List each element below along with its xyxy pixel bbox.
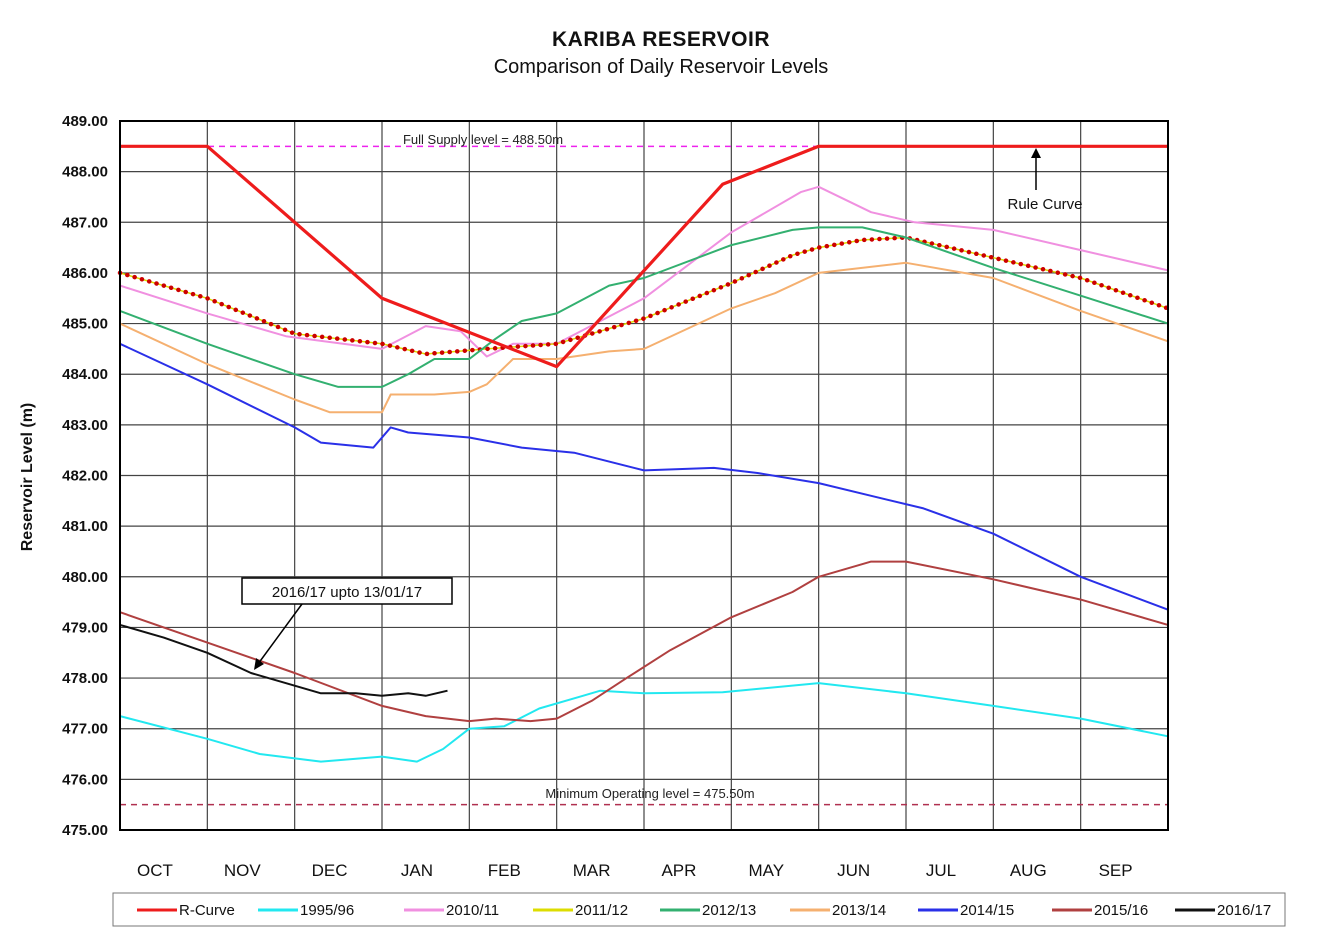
series-2010-11-line [119, 185, 1169, 358]
chart-subtitle: Comparison of Daily Reservoir Levels [493, 56, 829, 78]
y-tick-label: 477.00 [62, 721, 108, 738]
y-tick-labels: 475.00 476.00 477.00 478.00 479.00 480.00 481.… [62, 113, 108, 839]
y-tick-label: 487.00 [62, 214, 108, 231]
y-tick-label: 476.00 [62, 771, 108, 788]
x-tick-label: SEP [1099, 861, 1133, 880]
y-tick-label: 475.00 [62, 822, 108, 839]
x-tick-label: JAN [401, 861, 433, 880]
legend-2012-13-label: 2012/13 [702, 902, 756, 919]
callout-2016-17: 2016/17 upto 13/01/17 [241, 577, 453, 670]
chart-title: KARIBA RESERVOIR [551, 28, 771, 51]
x-tick-label: APR [661, 861, 696, 880]
callout-arrowhead [254, 658, 264, 670]
grid-lines [120, 120, 1168, 831]
y-tick-label: 480.00 [62, 569, 108, 586]
x-tick-labels: OCT NOV DEC JAN FEB MAR APR MAY JUN JUL AUG SEP [137, 861, 1133, 880]
x-tick-label: MAR [573, 861, 611, 880]
series-2016-17-line [119, 623, 448, 697]
x-tick-label: MAY [748, 861, 784, 880]
x-tick-label: FEB [488, 861, 521, 880]
minimum-operating-level-label: Minimum Operating level = 475.50m [545, 786, 754, 801]
series-1995-96-line [119, 682, 1169, 763]
x-tick-label: DEC [312, 861, 348, 880]
x-tick-label: JUL [926, 861, 956, 880]
series-2014-15-line [119, 342, 1169, 611]
legend-r-curve-label: R-Curve [179, 902, 235, 919]
callout-pointer [257, 603, 303, 665]
y-tick-label: 486.00 [62, 265, 108, 282]
full-supply-level-label: Full Supply level = 488.50m [403, 132, 563, 147]
y-tick-label: 483.00 [62, 417, 108, 434]
y-tick-label: 482.00 [62, 468, 108, 485]
series-2011-12-dots [117, 235, 1171, 357]
y-tick-label: 481.00 [62, 518, 108, 535]
legend-2010-11-label: 2010/11 [446, 902, 499, 919]
rule-curve-label: Rule Curve [1007, 196, 1082, 213]
y-tick-label: 485.00 [62, 316, 108, 333]
rule-curve-arrowhead [1031, 148, 1041, 158]
plot-frame [119, 120, 1169, 831]
y-tick-label: 479.00 [62, 619, 108, 636]
y-tick-label: 478.00 [62, 670, 108, 687]
callout-text: 2016/17 upto 13/01/17 [272, 584, 422, 601]
x-tick-label: OCT [137, 861, 173, 880]
x-tick-label: AUG [1010, 861, 1047, 880]
series-2015-16-line [119, 560, 1169, 723]
legend-2015-16-label: 2015/16 [1094, 902, 1148, 919]
y-tick-label: 488.00 [62, 164, 108, 181]
legend-2011-12-label: 2011/12 [575, 902, 628, 919]
series-r-curve-line [120, 144, 1168, 369]
y-tick-label: 489.00 [62, 113, 108, 130]
legend-2013-14-label: 2013/14 [832, 902, 886, 919]
series-2012-13-line [119, 226, 1169, 388]
rule-curve-annotation: Rule Curve [1007, 148, 1083, 213]
legend-2014-15-label: 2014/15 [960, 902, 1014, 919]
callout-box [241, 577, 453, 605]
x-tick-label: JUN [837, 861, 870, 880]
series-lines [117, 144, 1171, 763]
y-tick-label: 484.00 [62, 366, 108, 383]
legend-1995-96-label: 1995/96 [300, 902, 354, 919]
x-tick-label: NOV [224, 861, 262, 880]
legend: R-Curve 1995/96 2010/11 2011/12 2012/13 2013/… [137, 902, 1271, 919]
y-axis-label: Reservoir Level (m) [19, 403, 36, 552]
legend-2016-17-label: 2016/17 [1217, 902, 1271, 919]
